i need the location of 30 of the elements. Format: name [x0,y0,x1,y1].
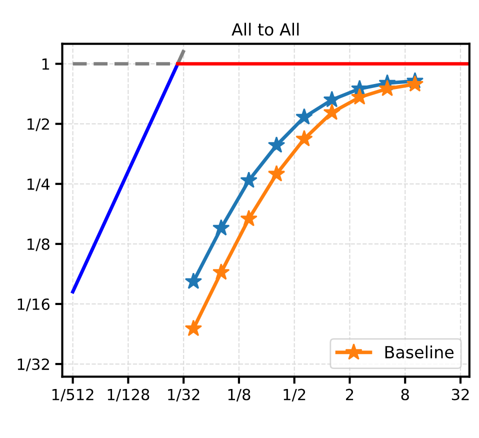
point [184,272,202,289]
point [406,75,424,92]
x-tick-label: 8 [401,388,409,400]
point [296,108,313,125]
point [296,130,313,146]
x-tick-label: 1/2 [284,388,306,402]
y-tick-label: 1/8 [28,238,50,252]
x-tick-label: 1/128 [108,388,150,402]
point [240,210,258,226]
point [323,103,341,120]
y-tick-label: 1 [42,58,50,70]
point [268,165,286,182]
chart-title: All to All [232,22,299,36]
point [323,90,341,108]
y-tick-label: 1/16 [18,298,50,312]
y-tick-label: 1/32 [18,358,49,372]
x-tick-label: 1/32 [168,388,200,402]
point [378,80,396,96]
legend-label: Baseline [385,346,454,358]
point [268,136,286,153]
y-tick-label: 1/4 [28,178,50,192]
x-tick-label: 1/512 [52,388,94,402]
x-tick-label: 1/8 [228,388,250,402]
x-tick-label: 2 [346,388,354,400]
point [212,219,230,236]
x-tick-label: 32 [452,388,469,400]
point [212,263,230,280]
y-tick-label: 1/2 [28,118,49,132]
point [240,171,258,188]
point [184,320,202,336]
